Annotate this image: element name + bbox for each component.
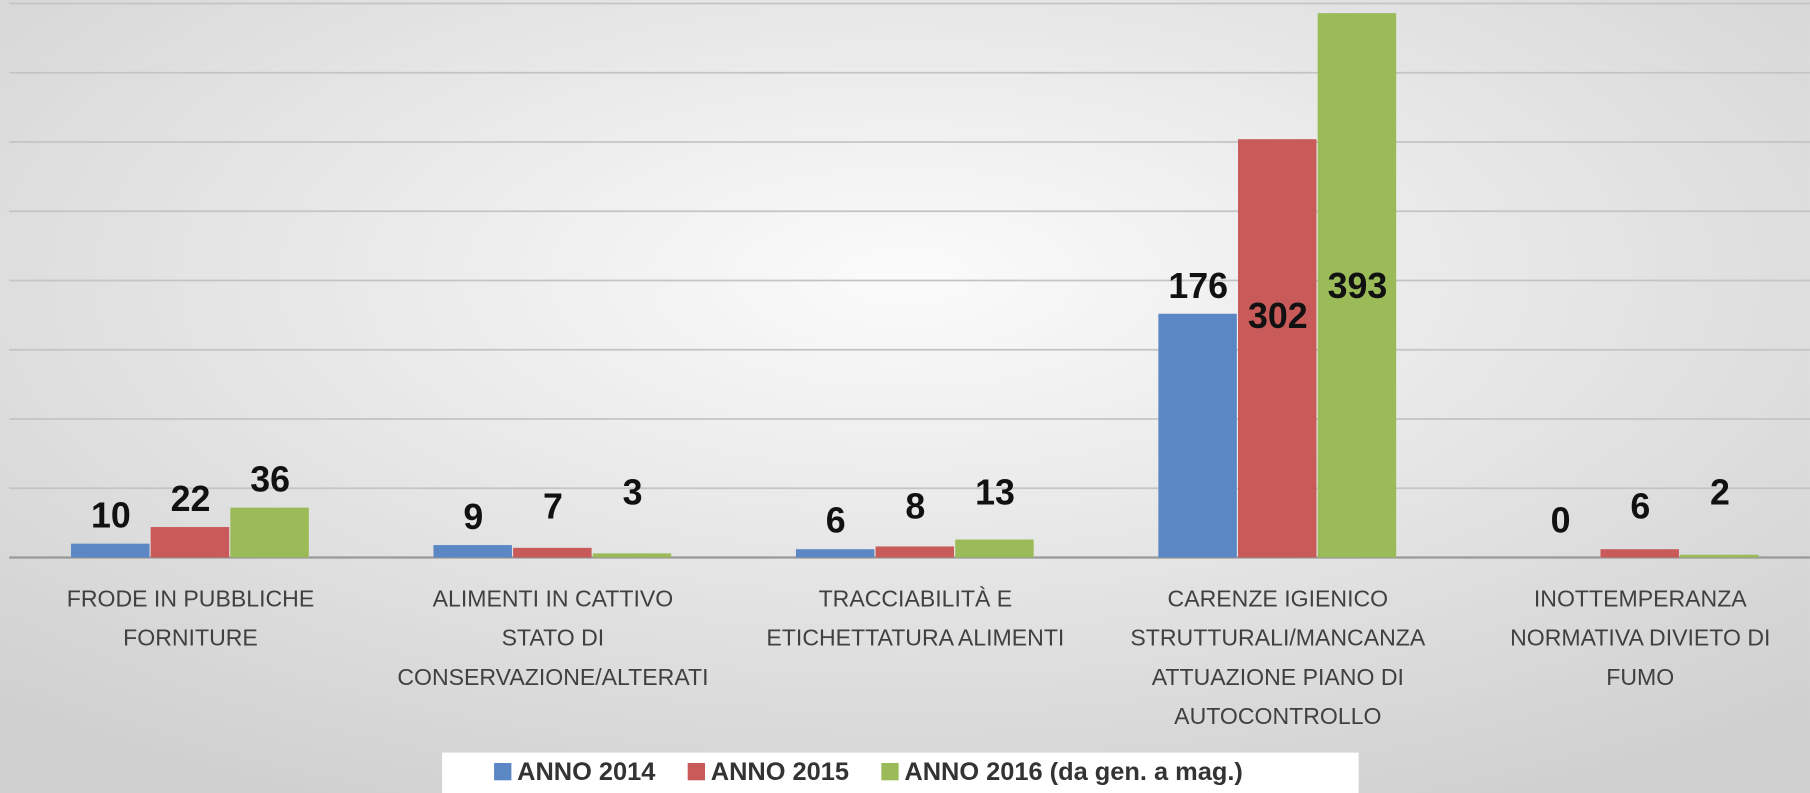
x-tick-label: NORMATIVA DIVIETO DI (1510, 625, 1770, 651)
x-tick-label: ALIMENTI IN CATTIVO (433, 585, 674, 611)
bar (513, 547, 592, 558)
legend-swatch (494, 762, 512, 781)
legend-swatch (687, 762, 706, 781)
data-label: 13 (975, 473, 1015, 513)
legend-swatch (881, 762, 899, 781)
bar (592, 553, 672, 558)
data-label: 0 (1551, 500, 1571, 540)
data-label: 3 (623, 473, 643, 513)
data-label: 2 (1710, 473, 1730, 513)
bar (955, 539, 1034, 558)
data-label: 302 (1248, 296, 1308, 336)
x-tick-label: CONSERVAZIONE/ALTERATI (397, 664, 708, 690)
legend-label: ANNO 2014 (517, 758, 655, 786)
data-label: 393 (1328, 266, 1388, 306)
bar (875, 546, 955, 558)
x-tick-label: FUMO (1606, 664, 1674, 690)
legend-box (442, 752, 1359, 793)
bar (1158, 313, 1237, 558)
legend-label: ANNO 2016 (da gen. a mag.) (904, 758, 1242, 786)
x-tick-label: STATO DI (502, 625, 605, 651)
data-label: 176 (1168, 266, 1228, 306)
x-tick-label: ETICHETTATURA ALIMENTI (766, 625, 1064, 651)
bar (150, 527, 230, 558)
x-tick-label: FORNITURE (123, 625, 258, 651)
data-label: 6 (826, 500, 846, 540)
x-tick-label: ATTUAZIONE PIANO DI (1152, 664, 1404, 690)
data-label: 36 (250, 460, 290, 500)
data-label: 22 (171, 479, 211, 519)
x-tick-label: STRUTTURALI/MANCANZA (1130, 625, 1426, 651)
x-tick-label: AUTOCONTROLLO (1174, 703, 1381, 729)
bar (1317, 13, 1397, 558)
bar (795, 549, 875, 558)
data-label: 9 (463, 497, 483, 537)
data-label: 7 (543, 486, 563, 526)
data-label: 8 (905, 486, 925, 526)
bar (1600, 549, 1679, 558)
x-tick-label: INOTTEMPERANZA (1534, 585, 1747, 611)
bar (433, 545, 512, 558)
x-tick-label: TRACCIABILITÀ E (819, 585, 1013, 611)
legend-label: ANNO 2015 (711, 758, 849, 786)
x-tick-label: FRODE IN PUBBLICHE (67, 585, 314, 611)
x-tick-label: CARENZE IGIENICO (1168, 585, 1389, 611)
bar (1238, 139, 1317, 558)
bar (1680, 554, 1759, 558)
data-label: 10 (91, 496, 131, 536)
bar (71, 543, 150, 558)
bar (230, 507, 309, 558)
data-label: 6 (1630, 486, 1650, 526)
